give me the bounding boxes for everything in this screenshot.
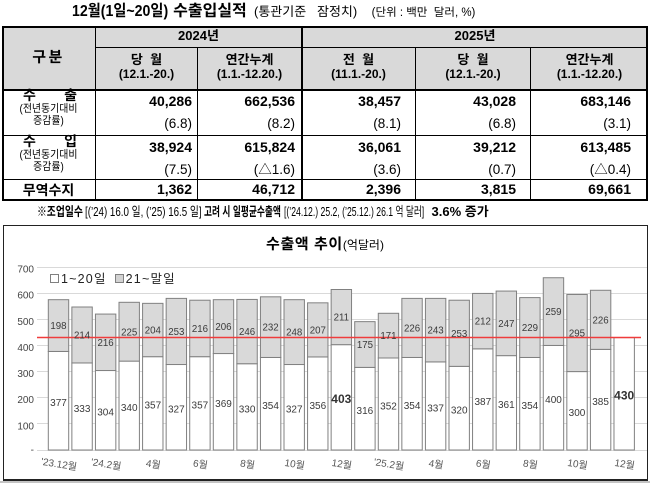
svg-text:6월: 6월 xyxy=(475,457,491,471)
svg-text:337: 337 xyxy=(427,403,444,414)
svg-text:225: 225 xyxy=(121,327,137,338)
svg-text:'25.2월: '25.2월 xyxy=(373,456,405,473)
svg-text:259: 259 xyxy=(545,307,561,318)
svg-text:327: 327 xyxy=(168,405,185,416)
svg-text:352: 352 xyxy=(380,401,397,412)
svg-text:216: 216 xyxy=(192,324,208,335)
svg-text:369: 369 xyxy=(215,399,232,410)
svg-text:211: 211 xyxy=(334,313,349,324)
svg-text:354: 354 xyxy=(262,401,279,412)
svg-text:246: 246 xyxy=(239,327,255,338)
svg-text:356: 356 xyxy=(309,401,326,412)
svg-text:'24.2월: '24.2월 xyxy=(90,456,122,473)
svg-text:212: 212 xyxy=(475,317,491,328)
svg-text:295: 295 xyxy=(569,329,585,340)
svg-text:12월: 12월 xyxy=(614,457,636,472)
svg-text:229: 229 xyxy=(522,323,538,334)
svg-text:253: 253 xyxy=(168,327,184,338)
svg-text:361: 361 xyxy=(498,400,515,411)
svg-text:500: 500 xyxy=(17,317,34,328)
svg-text:10월: 10월 xyxy=(566,457,588,472)
svg-text:330: 330 xyxy=(239,404,256,415)
svg-text:100: 100 xyxy=(17,421,34,432)
svg-text:4월: 4월 xyxy=(145,457,161,471)
svg-text:243: 243 xyxy=(428,326,444,337)
svg-text:316: 316 xyxy=(357,406,374,417)
svg-text:-: - xyxy=(31,445,34,456)
svg-text:340: 340 xyxy=(121,403,138,414)
svg-text:232: 232 xyxy=(263,323,279,334)
svg-text:700: 700 xyxy=(17,265,34,276)
svg-text:'23.12월: '23.12월 xyxy=(40,456,78,474)
svg-text:354: 354 xyxy=(404,401,421,412)
svg-text:333: 333 xyxy=(74,404,91,415)
svg-text:357: 357 xyxy=(192,401,209,412)
svg-text:248: 248 xyxy=(286,328,302,339)
svg-text:300: 300 xyxy=(17,369,34,380)
svg-text:327: 327 xyxy=(286,405,303,416)
svg-text:247: 247 xyxy=(498,319,514,330)
svg-text:357: 357 xyxy=(144,401,161,412)
svg-text:403: 403 xyxy=(331,392,351,406)
svg-text:204: 204 xyxy=(145,326,162,337)
svg-text:8월: 8월 xyxy=(522,457,538,471)
svg-text:253: 253 xyxy=(451,329,467,340)
svg-text:354: 354 xyxy=(522,401,539,412)
svg-text:600: 600 xyxy=(17,291,34,302)
svg-text:8월: 8월 xyxy=(239,457,255,471)
svg-text:200: 200 xyxy=(17,395,34,406)
svg-text:171: 171 xyxy=(380,331,396,342)
svg-text:385: 385 xyxy=(592,397,609,408)
svg-text:320: 320 xyxy=(451,406,468,417)
svg-text:207: 207 xyxy=(310,326,326,337)
svg-text:12월: 12월 xyxy=(331,457,353,472)
svg-text:226: 226 xyxy=(404,324,420,335)
svg-text:10월: 10월 xyxy=(284,457,306,472)
svg-text:4월: 4월 xyxy=(428,457,444,471)
svg-text:198: 198 xyxy=(50,321,66,332)
svg-text:300: 300 xyxy=(569,408,586,419)
svg-text:214: 214 xyxy=(74,331,91,342)
svg-text:387: 387 xyxy=(474,397,491,408)
svg-text:226: 226 xyxy=(593,315,609,326)
svg-text:430: 430 xyxy=(614,388,634,402)
svg-text:175: 175 xyxy=(357,340,373,351)
svg-text:206: 206 xyxy=(215,322,231,333)
svg-text:6월: 6월 xyxy=(192,457,208,471)
svg-text:400: 400 xyxy=(545,395,562,406)
svg-text:304: 304 xyxy=(97,408,114,419)
svg-text:216: 216 xyxy=(98,338,114,349)
svg-text:400: 400 xyxy=(17,343,34,354)
svg-text:377: 377 xyxy=(50,398,67,409)
